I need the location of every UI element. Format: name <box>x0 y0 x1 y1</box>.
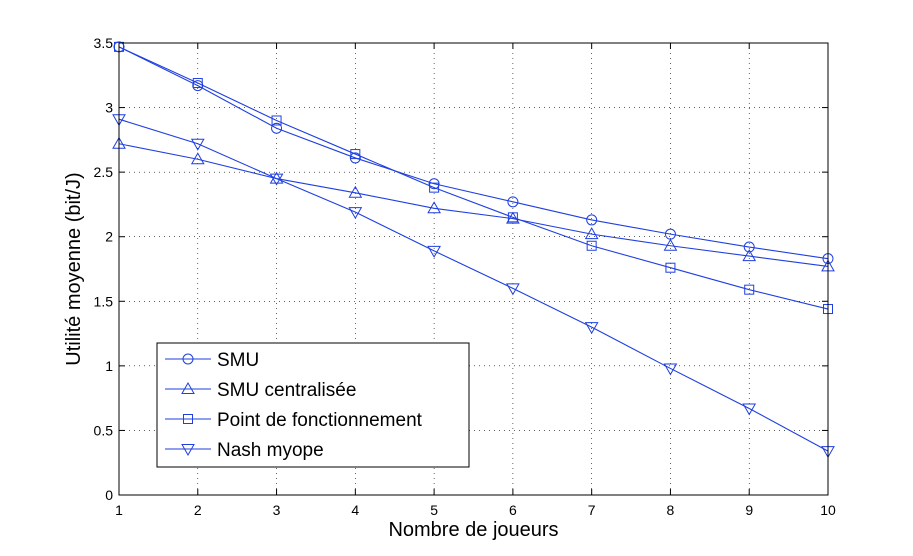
legend-label: Nash myope <box>217 440 324 461</box>
y-axis-label: Utilité moyenne (bit/J) <box>63 172 85 365</box>
series-layer <box>112 41 835 459</box>
data-point-square <box>429 182 440 193</box>
x-tick-label: 9 <box>745 502 753 518</box>
legend-label: SMU centralisée <box>217 380 356 401</box>
data-point-triangle-up <box>427 201 441 214</box>
y-tick-label: 1.5 <box>94 293 114 309</box>
legend: SMU SMU centralisée Point de fonctionnemen… <box>156 342 470 468</box>
legend-item: SMU centralisée <box>165 380 356 401</box>
data-point-triangle-down <box>190 138 205 151</box>
data-point-square <box>586 240 597 251</box>
data-point-triangle-up <box>742 249 757 262</box>
data-point-square <box>665 262 676 273</box>
x-tick-label: 4 <box>351 502 359 518</box>
data-point-triangle-up <box>663 238 678 251</box>
data-point-triangle-down <box>506 283 520 296</box>
x-tick-label: 10 <box>820 502 836 518</box>
data-point-triangle-down <box>348 207 363 220</box>
series-line <box>118 46 829 260</box>
series-square <box>114 41 833 315</box>
series-line <box>118 46 829 310</box>
x-tick-label: 6 <box>509 502 517 518</box>
data-point-circle <box>743 241 755 253</box>
legend-item: SMU <box>165 350 259 371</box>
data-point-triangle-up <box>190 152 205 165</box>
data-point-triangle-up <box>348 185 363 198</box>
series-line <box>118 143 829 267</box>
data-point-triangle-up <box>584 227 599 240</box>
legend-label: SMU <box>217 350 259 371</box>
series-line <box>118 118 829 452</box>
x-axis-label: Nombre de joueurs <box>388 519 558 541</box>
data-point-triangle-down <box>584 322 599 335</box>
x-tick-label: 7 <box>588 502 596 518</box>
y-tick-label: 0 <box>105 487 113 503</box>
data-point-square <box>744 284 755 295</box>
y-tick-label: 1 <box>105 358 113 374</box>
data-point-triangle-down <box>663 363 678 376</box>
x-tick-label: 3 <box>273 502 281 518</box>
data-point-circle <box>507 196 519 208</box>
y-tick-label: 3.5 <box>94 35 114 51</box>
legend-marker-triangle-down <box>181 444 195 457</box>
legend-marker-triangle-up <box>181 381 195 394</box>
legend-marker-square <box>183 414 193 424</box>
data-point-triangle-down <box>269 173 284 186</box>
data-point-square <box>350 149 361 160</box>
data-point-square <box>507 212 518 223</box>
axis-ticks: 1 2 3 4 5 6 7 8 9 10 0 0.5 1 1.5 2 2.5 3 3.5 <box>94 35 836 518</box>
data-point-circle <box>586 214 598 226</box>
x-tick-label: 1 <box>115 502 123 518</box>
legend-box <box>156 342 470 468</box>
plot-frame <box>118 42 829 496</box>
y-tick-label: 3 <box>105 100 113 116</box>
data-point-square <box>271 115 282 126</box>
legend-item: Point de fonctionnement <box>165 410 423 431</box>
x-tick-label: 2 <box>194 502 202 518</box>
data-point-triangle-down <box>742 403 757 416</box>
data-point-triangle-down <box>427 245 441 258</box>
legend-label: Point de fonctionnement <box>217 410 423 431</box>
data-point-square <box>192 78 203 89</box>
legend-item: Nash myope <box>165 440 324 461</box>
y-tick-label: 2 <box>105 229 113 245</box>
y-tick-label: 0.5 <box>94 422 114 438</box>
x-tick-label: 8 <box>667 502 675 518</box>
data-point-circle <box>271 122 283 134</box>
legend-marker-circle <box>182 353 194 365</box>
y-tick-label: 2.5 <box>94 164 114 180</box>
x-tick-label: 5 <box>430 502 438 518</box>
